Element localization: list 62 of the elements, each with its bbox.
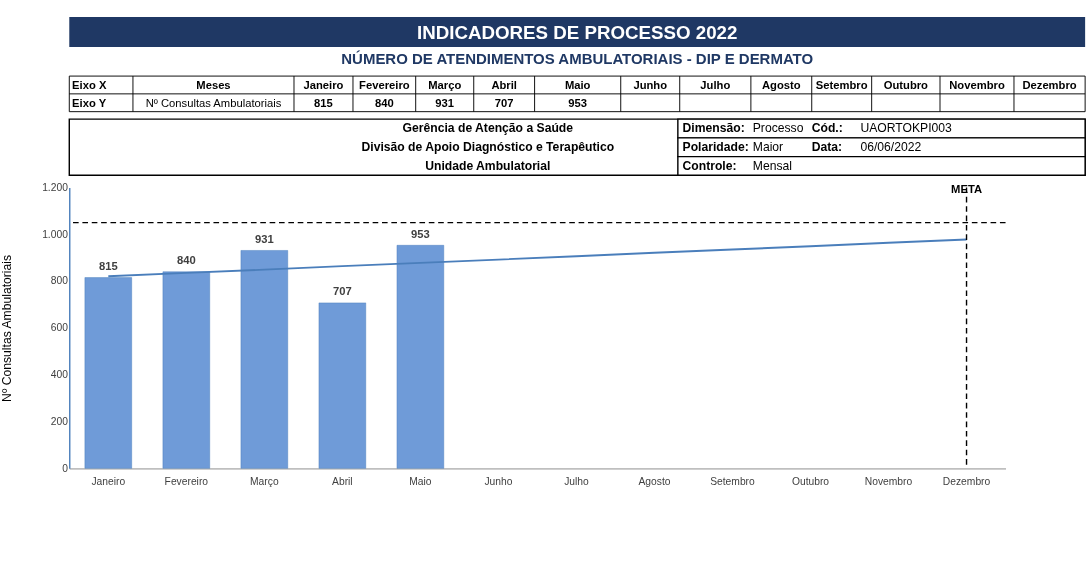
- text: 840: [374, 96, 394, 109]
- x-tick-label: Agosto: [638, 475, 671, 487]
- ref-line-label: META: [951, 183, 983, 196]
- text: 815: [314, 96, 333, 109]
- chart-subtitle: NÚMERO DE ATENDIMENTOS AMBULATORIAIS - DIP E DERMATO: [341, 49, 814, 67]
- y-tick-label: 1.200: [42, 181, 69, 193]
- text: Dimensão:: [682, 121, 745, 136]
- text: Controle:: [682, 158, 737, 173]
- text: 953: [568, 96, 588, 109]
- data-label: 840: [176, 254, 196, 267]
- text: Nº Consultas Ambulatoriais: [145, 96, 282, 109]
- text: Eixo X: [72, 79, 107, 92]
- category-label: Abril: [491, 79, 517, 92]
- x-tick-label: Novembro: [864, 475, 913, 487]
- category-label: Setembro: [815, 79, 868, 92]
- x-tick-label: Abril: [332, 475, 353, 487]
- category-label: Fevereiro: [359, 79, 410, 92]
- x-tick-label: Outubro: [791, 475, 830, 487]
- data-label: 815: [98, 260, 118, 273]
- category-label: Outubro: [883, 79, 928, 92]
- text: Maior: [752, 139, 784, 154]
- x-tick-label: Junho: [484, 475, 513, 487]
- category-label: Julho: [700, 79, 731, 92]
- y-tick-label: 800: [50, 275, 69, 287]
- x-tick-label: Julho: [564, 475, 589, 487]
- data-label: 707: [333, 285, 352, 298]
- y-tick-label: 400: [50, 369, 69, 381]
- chart-title: INDICADORES DE PROCESSO 2022: [417, 21, 738, 43]
- x-tick-label: Janeiro: [91, 475, 126, 487]
- text: Processo: [752, 121, 804, 136]
- y-tick-label: 200: [50, 415, 69, 427]
- y-tick-label: 0: [62, 462, 69, 474]
- data-label: 953: [411, 227, 430, 240]
- text: Meses: [196, 79, 231, 92]
- text: Gerência de Atenção a Saúde: [402, 121, 574, 136]
- text: 06/06/2022: [860, 139, 922, 154]
- text: Mensal: [752, 158, 792, 173]
- y-tick-label: 600: [50, 322, 69, 334]
- x-tick-label: Dezembro: [942, 475, 991, 487]
- category-label: Junho: [633, 79, 668, 92]
- data-label: 931: [254, 232, 274, 245]
- x-tick-label: Março: [250, 475, 279, 487]
- category-label: Agosto: [761, 79, 801, 92]
- category-label: Novembro: [949, 79, 1005, 92]
- category-label: Maio: [564, 79, 591, 92]
- text: Divisão de Apoio Diagnóstico e Terapêutico: [361, 139, 615, 154]
- text: Cód.:: [811, 121, 843, 136]
- y-axis-title: Nº Consultas Ambulatoriais: [0, 254, 15, 402]
- x-tick-label: Setembro: [710, 475, 756, 487]
- text: Eixo Y: [72, 96, 107, 109]
- category-label: Dezembro: [1022, 79, 1077, 92]
- y-tick-label: 1.000: [42, 228, 69, 240]
- text: Data:: [811, 139, 843, 154]
- x-tick-label: Maio: [409, 475, 432, 487]
- x-tick-label: Fevereiro: [164, 475, 209, 487]
- text: Polaridade:: [682, 139, 749, 154]
- category-label: Janeiro: [303, 79, 344, 92]
- text: Unidade Ambulatorial: [425, 158, 551, 173]
- text: UAORTOKPI003: [860, 121, 953, 136]
- category-label: Março: [428, 79, 462, 92]
- text: 931: [435, 96, 455, 109]
- text: 707: [494, 96, 514, 109]
